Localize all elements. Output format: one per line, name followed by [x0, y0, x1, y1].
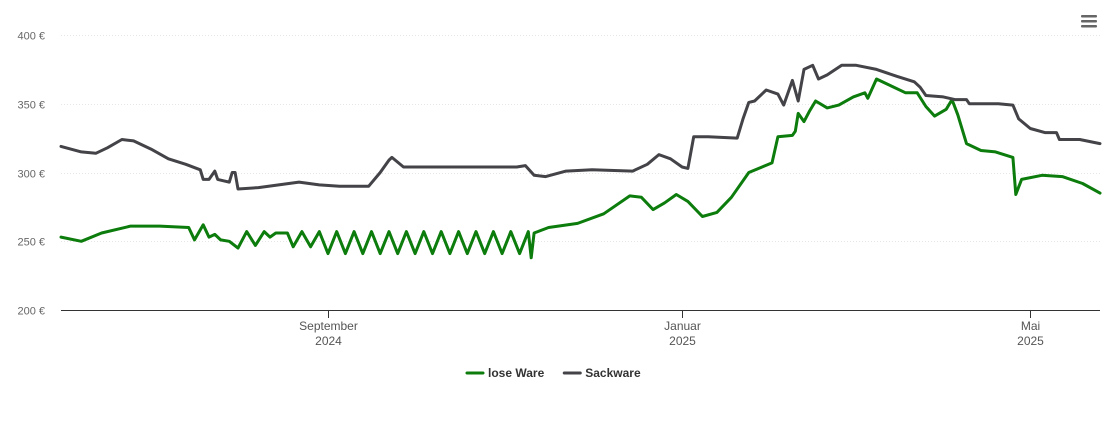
series-lines	[59, 63, 1102, 260]
x-tick-label: September	[299, 319, 358, 333]
x-tick-label: Mai	[1021, 319, 1040, 333]
x-tick-year: 2024	[315, 334, 342, 348]
y-tick-label: 250 €	[17, 237, 45, 249]
y-tick-label: 350 €	[17, 100, 45, 112]
series-line-lose-ware	[59, 77, 1102, 260]
legend-label: Sackware	[585, 366, 641, 380]
y-tick-label: 300 €	[17, 169, 45, 181]
y-tick-label: 400 €	[17, 31, 45, 43]
legend-item-sackware[interactable]: Sackware	[562, 366, 641, 380]
series-line-sackware	[59, 63, 1102, 191]
legend-item-lose-ware[interactable]: lose Ware	[465, 366, 545, 380]
legend: lose Ware Sackware	[465, 366, 641, 380]
y-axis-labels: 200 € 250 € 300 € 350 € 400 €	[17, 31, 45, 318]
y-tick-label: 200 €	[17, 306, 45, 318]
chart-menu-button[interactable]	[1077, 11, 1101, 33]
grid-lines	[61, 35, 1100, 242]
hamburger-menu-icon	[1081, 15, 1097, 28]
x-tick-label: Januar	[664, 319, 701, 333]
x-tick-year: 2025	[669, 334, 696, 348]
x-tick-year: 2025	[1017, 334, 1044, 348]
legend-label: lose Ware	[488, 366, 545, 380]
